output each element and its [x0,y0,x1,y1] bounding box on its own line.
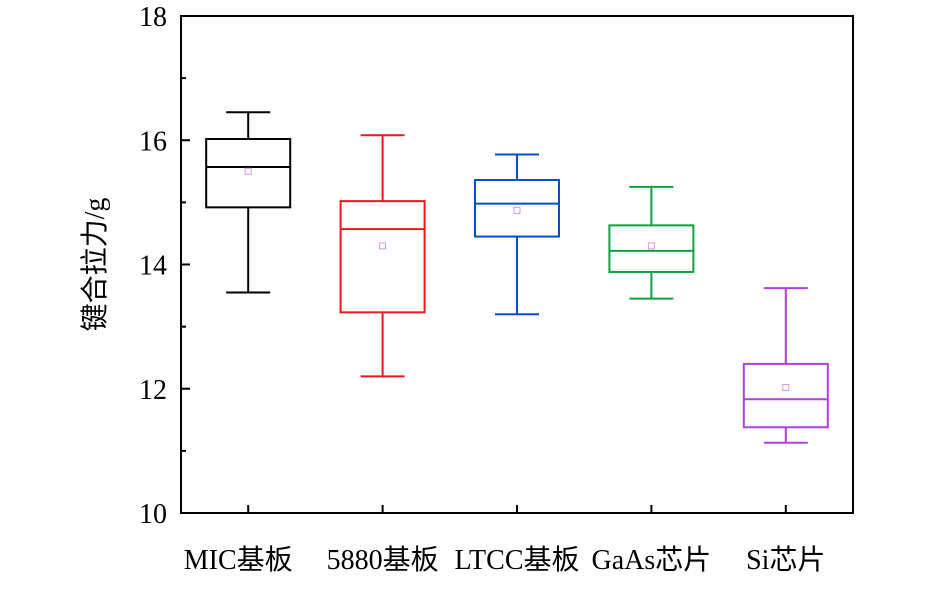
mean-marker [647,242,655,250]
iqr-box [474,179,560,238]
y-axis-label: 键合拉力/g [79,198,111,332]
mean-marker [513,206,521,214]
iqr-box [205,138,292,209]
y-tick-label: 16 [139,126,167,157]
mean-marker [244,167,252,175]
x-tick-label: LTCC基板 [455,544,580,576]
box-group [608,185,695,300]
iqr-box [339,200,426,314]
mean-marker [379,242,387,250]
y-tick-label: 18 [139,2,167,33]
box-group [742,287,829,444]
y-tick-label: 10 [139,499,167,530]
x-tick-label: 5880基板 [327,544,439,576]
mean-marker [782,384,790,392]
box-group [339,134,426,378]
iqr-box [608,224,695,273]
y-tick-label: 12 [139,375,167,406]
y-tick-label: 14 [139,251,167,282]
x-tick-label: GaAs芯片 [592,544,712,576]
box-group [205,111,292,294]
x-axis: MIC基板 5880基板 LTCC基板 GaAs芯片 Si芯片 [184,505,825,576]
boxes [205,111,829,444]
x-tick-label: Si芯片 [746,544,825,576]
box-group [474,153,560,316]
y-axis: 10 12 14 16 18 [139,2,190,530]
x-tick-label: MIC基板 [184,544,293,576]
iqr-box [742,362,829,429]
